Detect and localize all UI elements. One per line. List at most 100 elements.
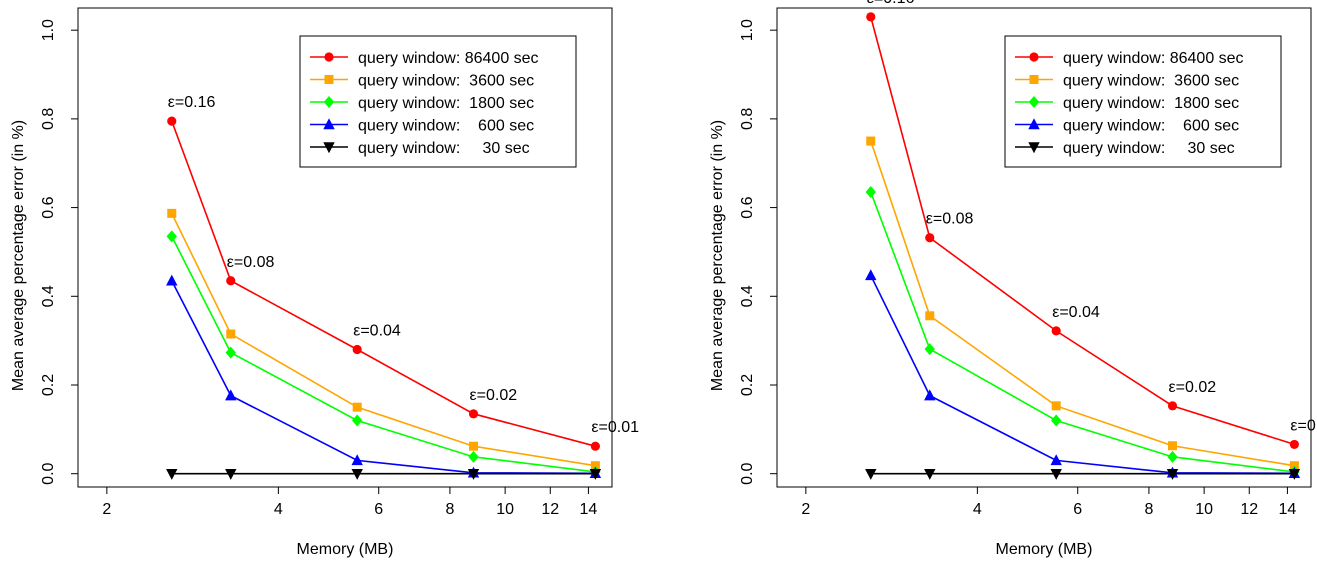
legend-label: query window: 86400 sec	[358, 50, 539, 67]
plot-frame	[77, 7, 613, 488]
y-tick-label: 0.4	[40, 285, 57, 307]
x-tick-label: 12	[541, 501, 559, 518]
data-point	[226, 329, 236, 339]
legend-marker	[324, 52, 334, 62]
epsilon-label: ε=0.08	[926, 211, 974, 228]
legend-marker	[1029, 52, 1039, 62]
y-tick-label: 0.2	[40, 374, 57, 396]
y-tick-label: 0.8	[739, 108, 756, 130]
y-tick-label: 0.2	[739, 374, 756, 396]
data-point	[924, 468, 936, 480]
data-point	[351, 468, 363, 480]
x-axis-title: Memory (MB)	[996, 541, 1093, 558]
data-point	[1289, 439, 1299, 450]
data-point	[468, 450, 479, 463]
epsilon-label: ε=0.08	[227, 254, 275, 271]
epsilon-label: ε=0.02	[470, 387, 518, 404]
legend: query window: 86400 sec query window: 360…	[299, 35, 577, 168]
data-point	[166, 230, 177, 243]
legend-marker	[1029, 75, 1039, 84]
data-point	[925, 311, 935, 321]
data-point	[866, 12, 876, 22]
series	[865, 186, 1300, 478]
data-point	[1167, 450, 1178, 463]
data-point	[924, 343, 935, 356]
data-point	[351, 454, 363, 466]
x-axis-title: Memory (MB)	[297, 541, 394, 558]
y-axis-title: Mean average percentage error (in %)	[709, 120, 726, 391]
y-tick-label: 0.4	[739, 285, 756, 307]
data-point	[866, 136, 876, 146]
data-point	[1051, 326, 1061, 336]
x-tick-label: 10	[1195, 501, 1213, 518]
data-point	[1051, 401, 1061, 411]
data-point	[925, 233, 935, 243]
data-point	[467, 468, 480, 480]
epsilon-label: ε=0.02	[1169, 379, 1217, 396]
series	[167, 116, 600, 451]
plot-frame	[776, 7, 1312, 488]
y-tick-label: 0.0	[40, 462, 57, 484]
series-line	[870, 191, 1295, 473]
y-tick-label: 0.8	[40, 108, 57, 130]
series	[866, 136, 1299, 471]
y-tick-label: 1.0	[40, 19, 57, 41]
data-point	[352, 402, 362, 412]
y-axis: 0.0 0.2 0.4 0.6 0.8 1.0	[739, 19, 777, 485]
y-axis: 0.0 0.2 0.4 0.6 0.8 1.0	[40, 19, 78, 485]
epsilon-label: ε=0.04	[1052, 304, 1100, 321]
data-point	[1050, 414, 1062, 427]
legend-label: query window: 30 sec	[358, 140, 530, 157]
data-point	[167, 208, 177, 218]
data-point	[225, 468, 237, 480]
data-point	[1050, 468, 1062, 480]
legend-label: query window: 30 sec	[1063, 140, 1235, 157]
data-point	[468, 409, 479, 419]
legend-label: query window: 1800 sec	[358, 95, 534, 112]
x-tick-label: 8	[1144, 501, 1153, 518]
legend-marker	[1028, 118, 1040, 130]
x-tick-label: 2	[102, 501, 111, 518]
legend-label: query window: 3600 sec	[1063, 73, 1239, 90]
x-tick-label: 4	[973, 501, 982, 518]
epsilon-label: ε=0.04	[353, 323, 401, 340]
legend-marker	[323, 142, 335, 154]
data-point	[225, 389, 237, 401]
series	[866, 12, 1299, 450]
x-axis: 2 4 6 8 10 12 14	[801, 487, 1296, 518]
data-point	[1166, 468, 1179, 480]
series	[166, 468, 602, 480]
y-axis-title: Mean average percentage error (in %)	[10, 120, 27, 391]
series	[167, 208, 600, 471]
data-point	[226, 276, 236, 286]
data-point	[352, 344, 362, 355]
series	[865, 269, 1301, 478]
data-point	[1050, 454, 1062, 466]
data-point	[590, 461, 600, 471]
data-point	[167, 116, 177, 126]
legend-marker	[1028, 96, 1040, 108]
x-tick-label: 6	[374, 501, 383, 518]
data-point	[469, 441, 479, 451]
legend-marker	[1028, 142, 1040, 154]
data-point	[1289, 461, 1299, 471]
epsilon-label: ε=0.01	[1290, 417, 1317, 434]
series	[865, 468, 1301, 480]
data-point	[351, 414, 363, 427]
x-tick-label: 4	[274, 501, 283, 518]
x-tick-label: 10	[496, 501, 514, 518]
x-tick-label: 2	[801, 501, 810, 518]
y-tick-label: 0.6	[739, 196, 756, 218]
data-point	[590, 441, 600, 451]
data-point	[1167, 401, 1178, 411]
legend-label: query window: 3600 sec	[358, 73, 534, 90]
x-tick-label: 6	[1073, 501, 1082, 518]
data-point	[865, 468, 877, 480]
legend-marker	[324, 75, 334, 84]
epsilon-label: ε=0.16	[867, 0, 915, 7]
x-tick-label: 14	[1279, 501, 1297, 518]
legend-marker	[323, 118, 335, 130]
